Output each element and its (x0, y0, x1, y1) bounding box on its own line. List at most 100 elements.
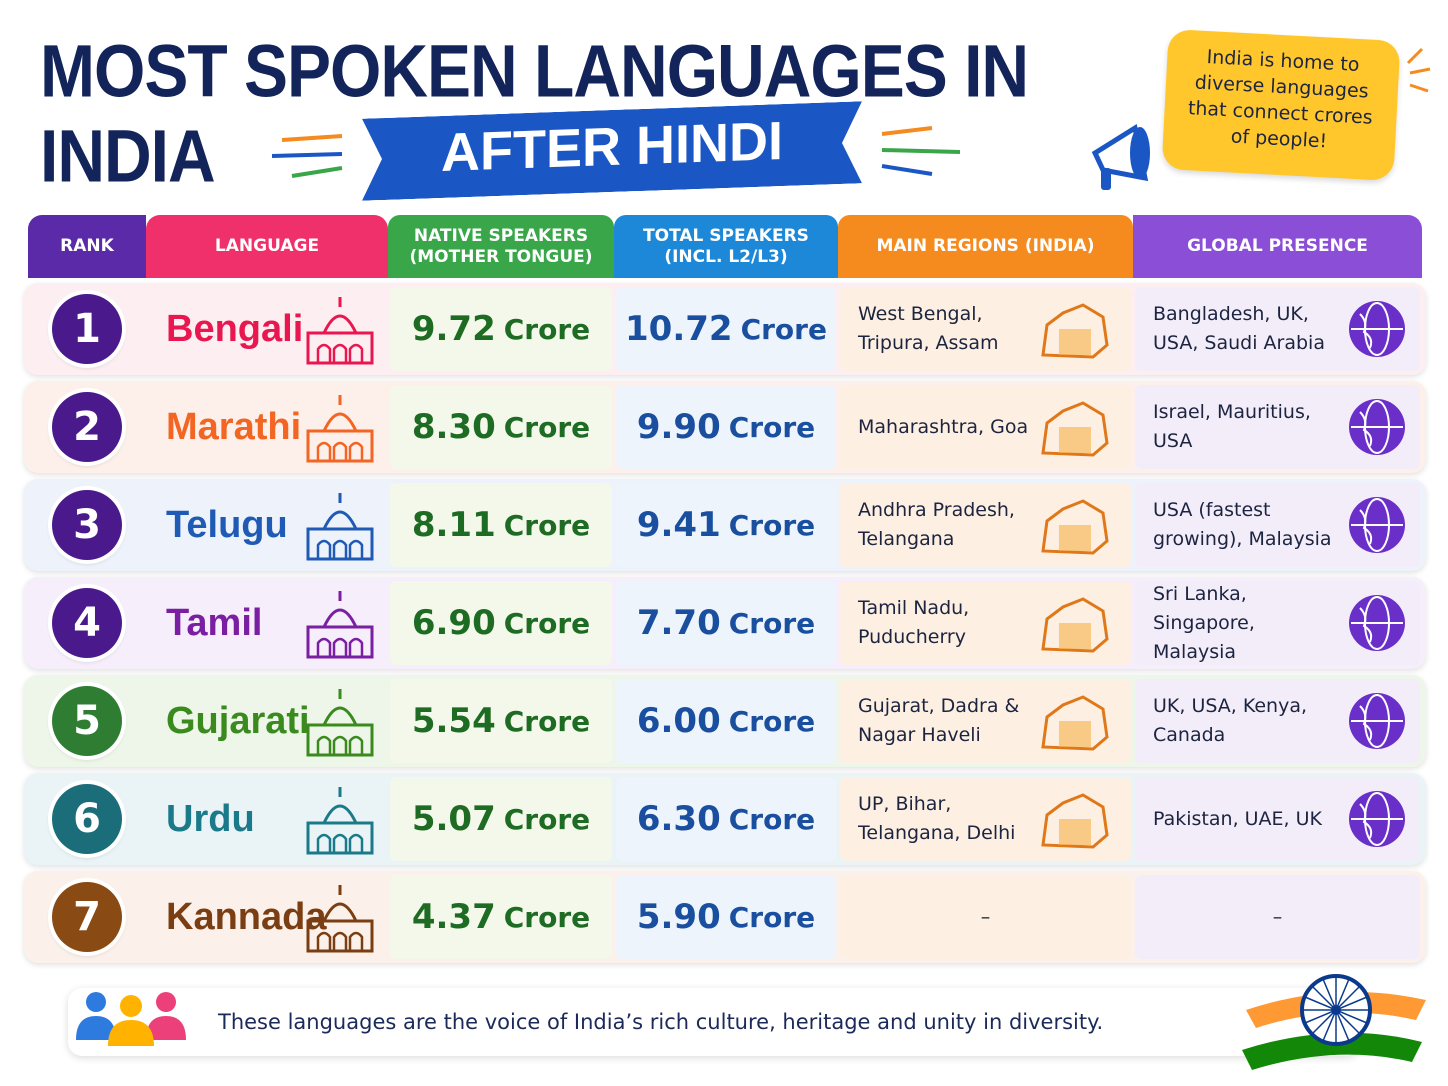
regions-cell: UP, Bihar, Telangana, Delhi (858, 773, 1038, 865)
globe-icon (1349, 791, 1405, 847)
cell-bg (616, 287, 836, 371)
rank-cell: 4 (28, 577, 146, 669)
rank-badge: 3 (52, 490, 122, 560)
people-icon (76, 992, 186, 1046)
native-number: 5.54 (411, 701, 496, 741)
total-number: 6.30 (636, 799, 721, 839)
global-text: Sri Lanka, Singapore, Malaysia (1153, 582, 1255, 663)
global-cell: Pakistan, UAE, UK (1153, 773, 1343, 865)
total-speakers-cell: 9.90 Crore (614, 381, 838, 473)
rank-badge: 1 (52, 294, 122, 364)
native-number: 6.90 (411, 603, 496, 643)
native-number: 4.37 (411, 897, 496, 937)
column-header: GLOBAL PRESENCE (1133, 215, 1422, 278)
region-icon (1041, 695, 1109, 751)
column-header: NATIVE SPEAKERS (MOTHER TONGUE) (388, 215, 614, 278)
monument-icon (306, 885, 374, 953)
total-number: 6.00 (636, 701, 721, 741)
globe-icon (1349, 693, 1405, 749)
native-speakers-cell: 9.72 Crore (388, 283, 614, 375)
language-name: Kannada (166, 895, 327, 938)
total-speakers-cell: 6.00 Crore (614, 675, 838, 767)
native-speakers-cell: 5.54 Crore (388, 675, 614, 767)
cell-bg (616, 385, 836, 469)
native-unit: Crore (503, 410, 591, 444)
rank-badge: 7 (52, 882, 122, 952)
regions-cell: Maharashtra, Goa (858, 381, 1038, 473)
regions-cell: Andhra Pradesh, Telangana (858, 479, 1038, 571)
cell-bg (1135, 875, 1420, 959)
rank-cell: 1 (28, 283, 146, 375)
rank-cell: 6 (28, 773, 146, 865)
language-cell: Gujarati (166, 675, 316, 767)
decor-lines (881, 126, 961, 176)
language-cell: Tamil (166, 577, 316, 669)
global-text: Bangladesh, UK, USA, Saudi Arabia (1153, 303, 1325, 354)
regions-text: Maharashtra, Goa (858, 415, 1029, 438)
cell-bg (390, 777, 612, 861)
native-speakers-cell: 8.11 Crore (388, 479, 614, 571)
language-name: Urdu (166, 797, 255, 840)
rank-badge: 4 (52, 588, 122, 658)
total-number: 5.90 (636, 897, 721, 937)
globe-icon (1349, 497, 1405, 553)
total-number: 9.90 (636, 407, 721, 447)
region-icon (1041, 597, 1109, 653)
region-icon (1041, 401, 1109, 457)
monument-icon (306, 493, 374, 561)
global-cell: USA (fastest growing), Malaysia (1153, 479, 1343, 571)
native-unit: Crore (503, 900, 591, 934)
cell-bg (840, 875, 1131, 959)
native-speakers-cell: 5.07 Crore (388, 773, 614, 865)
flag-emblem (1242, 974, 1426, 1070)
native-unit: Crore (503, 704, 591, 738)
global-cell: Israel, Mauritius, USA (1153, 381, 1343, 473)
cell-bg (390, 287, 612, 371)
global-cell: UK, USA, Kenya, Canada (1153, 675, 1343, 767)
cell-bg (616, 483, 836, 567)
global-text: Israel, Mauritius, USA (1153, 401, 1311, 452)
global-cell: – (1153, 871, 1402, 963)
cell-bg (390, 679, 612, 763)
language-cell: Urdu (166, 773, 316, 865)
language-name: Tamil (166, 601, 263, 644)
total-unit: Crore (728, 900, 816, 934)
monument-icon (306, 395, 374, 463)
native-unit: Crore (503, 802, 591, 836)
regions-text: Andhra Pradesh, Telangana (858, 499, 1015, 550)
regions-text: West Bengal, Tripura, Assam (858, 303, 999, 354)
monument-icon (306, 689, 374, 757)
megaphone-icon (1091, 123, 1150, 190)
column-header: MAIN REGIONS (INDIA) (838, 215, 1133, 278)
native-number: 8.30 (411, 407, 496, 447)
total-unit: Crore (728, 802, 816, 836)
total-speakers-cell: 6.30 Crore (614, 773, 838, 865)
cell-bg (390, 581, 612, 665)
native-number: 5.07 (411, 799, 496, 839)
regions-cell: Gujarat, Dadra & Nagar Haveli (858, 675, 1038, 767)
region-icon (1041, 793, 1109, 849)
native-speakers-cell: 8.30 Crore (388, 381, 614, 473)
cell-bg (390, 875, 612, 959)
total-unit: Crore (728, 606, 816, 640)
global-text: Pakistan, UAE, UK (1153, 807, 1322, 830)
region-icon (1041, 499, 1109, 555)
total-speakers-cell: 10.72 Crore (614, 283, 838, 375)
native-unit: Crore (503, 606, 591, 640)
total-number: 10.72 (625, 309, 733, 349)
total-number: 9.41 (636, 505, 721, 545)
native-number: 9.72 (411, 309, 496, 349)
language-cell: Bengali (166, 283, 316, 375)
native-unit: Crore (503, 508, 591, 542)
monument-icon (306, 787, 374, 855)
cell-bg (616, 875, 836, 959)
native-speakers-cell: 4.37 Crore (388, 871, 614, 963)
language-name: Bengali (166, 307, 304, 350)
language-cell: Kannada (166, 871, 326, 963)
monument-icon (306, 297, 374, 365)
rank-cell: 2 (28, 381, 146, 473)
total-speakers-cell: 5.90 Crore (614, 871, 838, 963)
rank-cell: 7 (28, 871, 146, 963)
total-unit: Crore (740, 312, 827, 346)
